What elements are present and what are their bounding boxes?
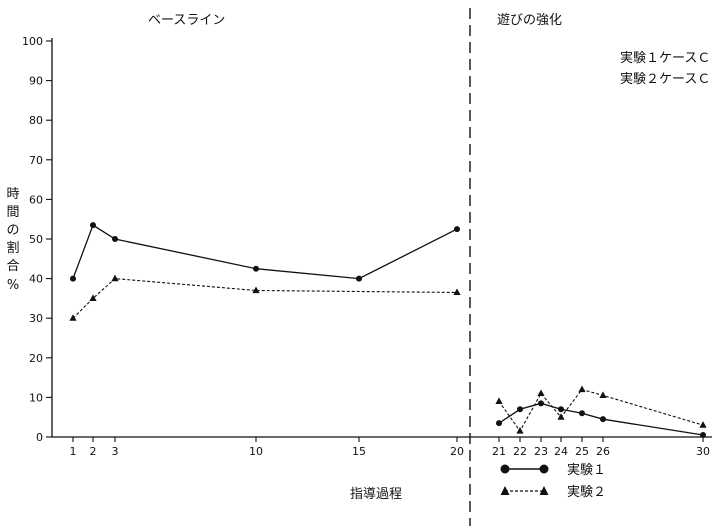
y-axis-label-char: 割	[6, 240, 19, 256]
data-point-circle	[496, 420, 502, 427]
x-tick-label: 22	[513, 445, 527, 458]
x-tick-label: 3	[112, 445, 119, 458]
legend-item-experiment-1: 実験１	[500, 462, 606, 478]
x-tick-label: 15	[352, 445, 366, 458]
x-tick-label: 23	[534, 445, 548, 458]
phase-label-baseline: ベースライン	[148, 13, 225, 28]
data-point-triangle	[89, 294, 97, 301]
x-tick-label: 1	[70, 445, 77, 458]
data-point-triangle	[557, 413, 565, 420]
y-axis-label-char: の	[6, 223, 19, 238]
legend-item-experiment-2: 実験２	[500, 484, 606, 500]
y-tick-label: 80	[29, 114, 43, 127]
data-point-circle	[600, 416, 606, 423]
x-tick-label: 25	[575, 445, 589, 458]
legend-triangle-marker	[539, 486, 549, 495]
y-axis-label-char: %	[7, 278, 19, 293]
y-tick-label: 100	[22, 35, 43, 48]
legend-circle-marker	[539, 464, 549, 474]
x-tick-label: 26	[596, 445, 610, 458]
legend-label-experiment-1: 実験１	[567, 462, 606, 478]
phase-labels: ベースライン 遊びの強化	[148, 13, 562, 28]
case-label-experiment-1: 実験１ケースＣ	[620, 50, 710, 66]
data-point-circle	[579, 410, 585, 417]
y-tick-label: 30	[29, 312, 43, 325]
y-tick-label: 40	[29, 273, 43, 286]
y-tick-label: 50	[29, 233, 43, 246]
data-point-circle	[253, 265, 259, 272]
phase-label-play-reinforcement: 遊びの強化	[497, 13, 562, 28]
x-axis-label: 指導過程	[350, 487, 402, 502]
x-tick-label: 30	[696, 445, 710, 458]
legend-triangle-marker	[500, 486, 510, 495]
x-tick-label: 20	[450, 445, 464, 458]
data-point-circle	[558, 406, 564, 413]
x-tick-label: 2	[90, 445, 97, 458]
series-line-1	[72, 224, 458, 280]
x-tick-label: 10	[249, 445, 263, 458]
case-label-experiment-2: 実験２ケースＣ	[620, 71, 710, 87]
data-point-triangle	[578, 385, 586, 393]
data-point-triangle	[252, 286, 260, 294]
data-point-circle	[517, 406, 523, 413]
y-axis-label-char: 合	[6, 259, 19, 274]
y-tick-label: 70	[29, 154, 43, 167]
data-point-triangle	[69, 314, 77, 321]
data-point-circle	[356, 275, 362, 282]
data-point-circle	[90, 222, 96, 229]
y-axis-label-char: 間	[6, 205, 19, 220]
data-point-triangle	[537, 389, 545, 397]
y-tick-label: 0	[36, 431, 43, 444]
y-tick-label: 60	[29, 193, 43, 206]
data-point-circle	[112, 236, 118, 242]
data-point-triangle	[699, 421, 707, 428]
case-labels: 実験１ケースＣ 実験２ケースＣ	[620, 50, 710, 87]
data-point-triangle	[495, 397, 503, 404]
data-point-triangle	[599, 391, 607, 399]
legend: 実験１ 実験２	[500, 462, 606, 500]
data-point-circle	[700, 432, 706, 439]
y-tick-label: 90	[29, 75, 43, 88]
x-tick-label: 24	[554, 445, 568, 458]
data-point-triangle	[111, 274, 119, 282]
x-tick-label: 21	[492, 445, 506, 458]
y-axis-label-char: 時	[6, 187, 19, 202]
y-axis-label: 時 間 の 割 合 %	[6, 187, 19, 293]
data-point-circle	[454, 226, 460, 233]
y-tick-label: 20	[29, 352, 43, 365]
data-point-circle	[538, 400, 544, 407]
data-point-triangle	[453, 288, 461, 296]
legend-label-experiment-2: 実験２	[567, 484, 606, 500]
series-line-2	[72, 278, 458, 319]
data-point-circle	[70, 275, 76, 282]
data-point-triangle	[516, 427, 524, 434]
legend-circle-marker	[500, 464, 510, 474]
y-tick-label: 10	[29, 391, 43, 404]
